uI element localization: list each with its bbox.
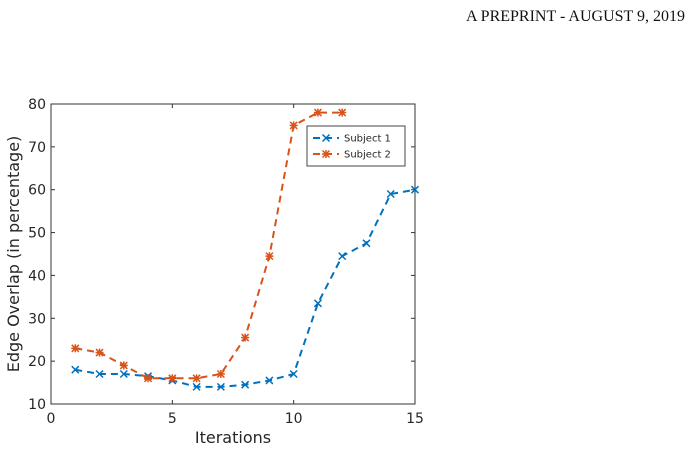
x-tick-label: 0: [47, 411, 56, 427]
legend-entry: Subject 2: [313, 150, 391, 161]
series-1-point: [265, 376, 274, 385]
series-2-point: [241, 333, 250, 342]
series-1-line: [75, 188, 416, 388]
plot-area-frame: [50, 103, 416, 405]
series-2-point: [192, 374, 201, 383]
series-2-point: [313, 108, 322, 117]
series-1-point: [241, 380, 250, 389]
series-2-point: [338, 108, 347, 117]
y-tick-label: 30: [28, 311, 46, 327]
x-tick-label: 5: [168, 411, 177, 427]
series-2-point: [144, 374, 153, 383]
y-tick-label: 60: [28, 183, 46, 199]
series-1-point: [192, 382, 201, 391]
y-axis-label: Edge Overlap (in percentage): [4, 136, 23, 373]
y-tick-label: 40: [28, 268, 46, 284]
series-1-point: [313, 299, 322, 308]
x-tick-label: 10: [285, 411, 303, 427]
series-1-point: [410, 185, 420, 194]
series-1-point: [71, 365, 80, 374]
series-2-line: [75, 111, 343, 380]
legend-label: Subject 1: [344, 134, 391, 145]
series-2-point: [265, 252, 274, 261]
series-2-point: [168, 374, 177, 383]
series-2-point: [95, 348, 104, 357]
series-layer: [71, 108, 420, 391]
x-tick-label: 15: [406, 411, 424, 427]
series-1-point: [386, 189, 395, 199]
y-tick-label: 20: [28, 354, 46, 370]
legend-swatch-marker: [321, 149, 331, 159]
series-1-point: [119, 369, 128, 379]
legend-entry: Subject 1: [313, 134, 391, 145]
legend: Subject 1 Subject 2: [306, 125, 406, 167]
series-2-point: [119, 361, 128, 370]
series-1-point: [95, 369, 104, 379]
y-tick-label: 70: [28, 140, 46, 156]
y-tick-label: 10: [28, 397, 46, 413]
series-1-point: [289, 369, 298, 379]
x-axis-label: Iterations: [195, 428, 271, 447]
series-2-point: [216, 369, 225, 379]
series-1-point: [216, 382, 225, 391]
axes: 0 5 10 15 10 20 30 40 50 60 70 80: [28, 97, 424, 427]
y-tick-label: 50: [28, 226, 46, 242]
series-1-point: [362, 239, 371, 248]
series-2-point: [71, 344, 80, 353]
legend-label: Subject 2: [344, 150, 391, 161]
series-1: [71, 185, 420, 391]
legend-swatch-marker: [321, 133, 331, 143]
series-2-point: [289, 121, 298, 130]
page-header: A PREPRINT - AUGUST 9, 2019: [466, 8, 685, 25]
legend-box: [306, 125, 406, 167]
y-tick-label: 80: [28, 97, 46, 113]
series-1-point: [338, 252, 347, 261]
series-2: [71, 108, 347, 383]
